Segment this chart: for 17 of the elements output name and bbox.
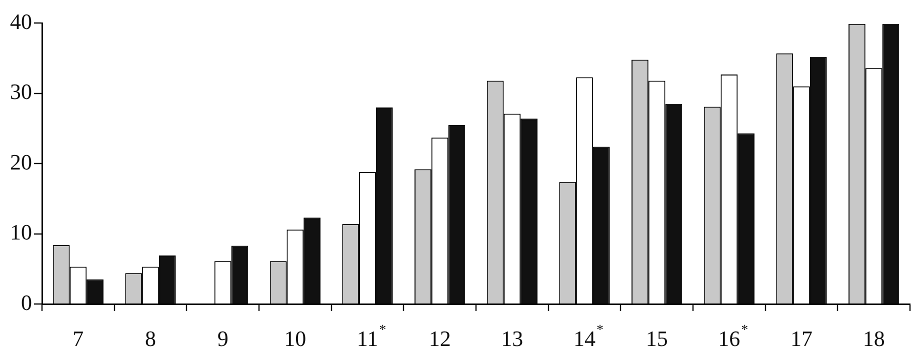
y-tick-label: 40 bbox=[10, 8, 32, 34]
y-tick-label: 10 bbox=[10, 220, 32, 245]
x-tick-label: 14* bbox=[574, 323, 604, 351]
y-tick-label: 30 bbox=[10, 79, 32, 104]
x-tick-label: 18 bbox=[862, 326, 885, 351]
y-tick-label: 20 bbox=[10, 149, 32, 174]
x-tick-label: 7 bbox=[72, 326, 84, 351]
x-tick-label: 13 bbox=[501, 326, 524, 351]
y-tick-label: 0 bbox=[21, 290, 32, 315]
x-tick-label: 12 bbox=[428, 326, 451, 351]
x-tick-label: 10 bbox=[284, 326, 306, 351]
x-tick-label: 17 bbox=[790, 326, 812, 351]
x-tick-label: 8 bbox=[145, 326, 156, 351]
x-tick-label: 11* bbox=[356, 323, 386, 351]
x-tick-label: 16* bbox=[718, 323, 748, 351]
x-tick-label: 9 bbox=[217, 326, 228, 351]
x-tick-label: 15 bbox=[646, 326, 668, 351]
